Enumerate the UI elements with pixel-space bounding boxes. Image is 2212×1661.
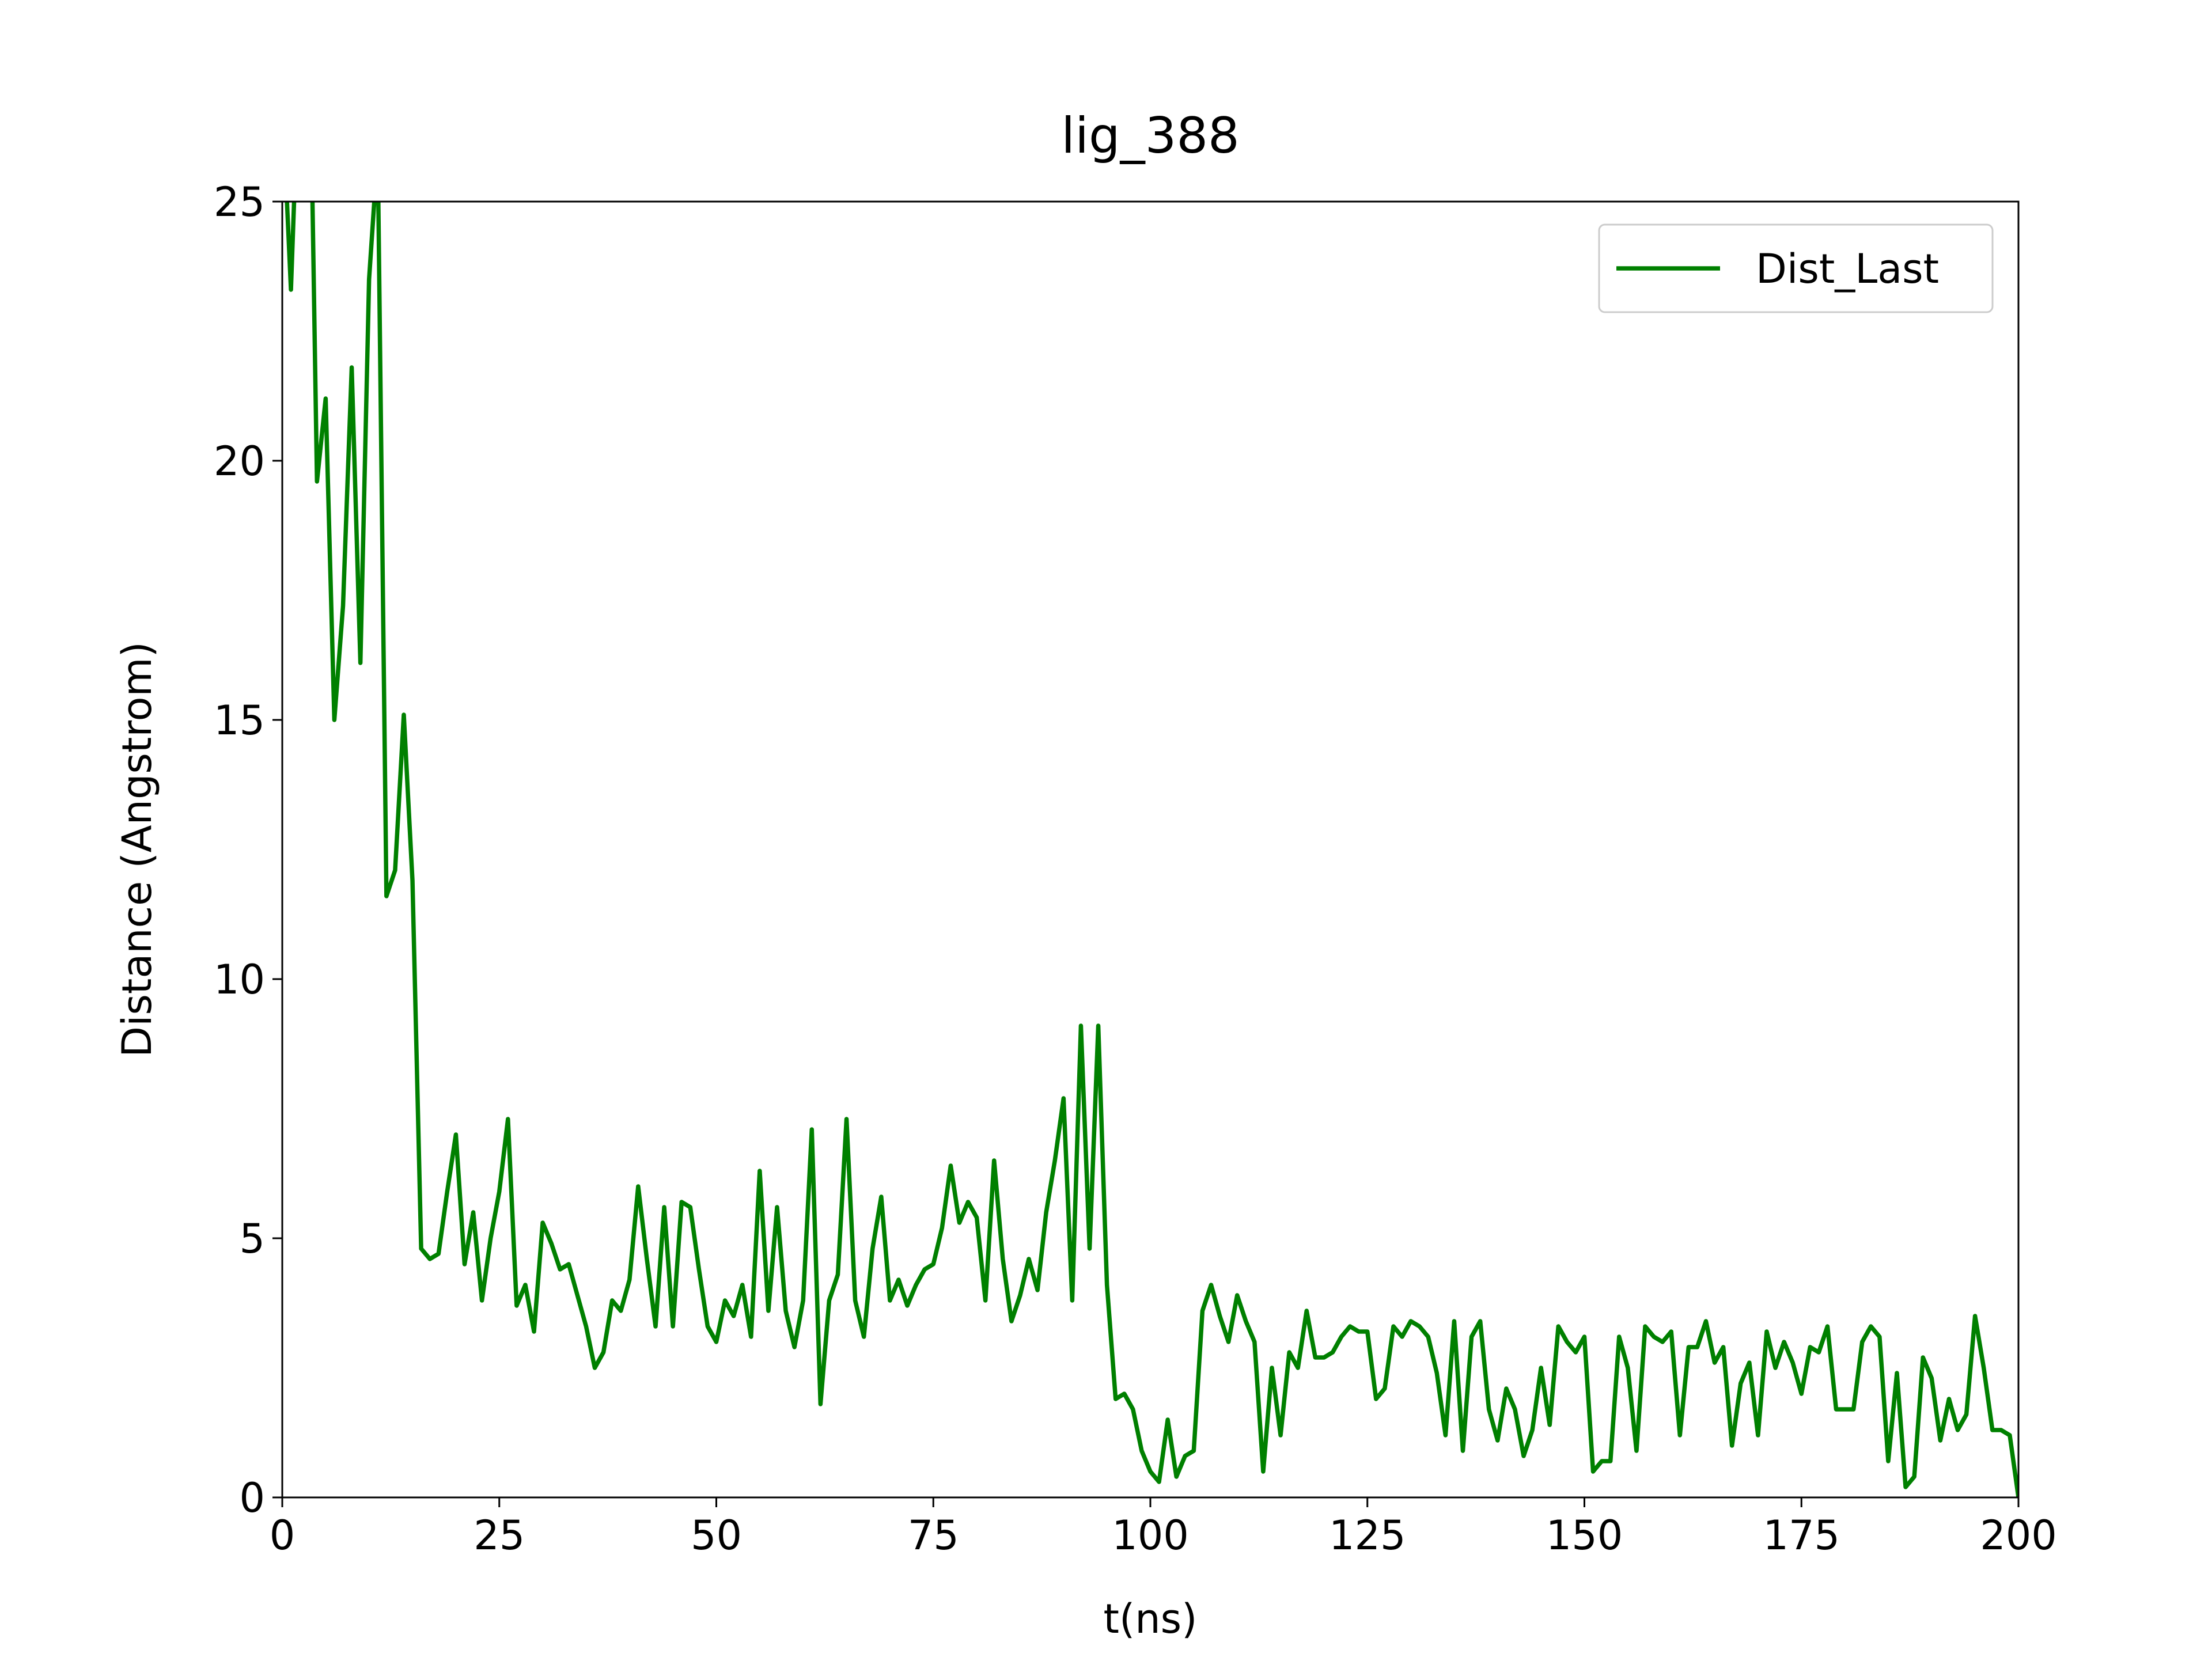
data-line xyxy=(285,202,2018,1497)
x-tick-label: 75 xyxy=(908,1512,959,1559)
x-tick-label: 150 xyxy=(1546,1512,1623,1559)
y-tick-label: 5 xyxy=(239,1215,265,1262)
legend-label: Dist_Last xyxy=(1756,245,1939,293)
chart-title: lig_388 xyxy=(1061,107,1240,165)
y-tick-label: 10 xyxy=(214,956,265,1003)
x-tick-label: 50 xyxy=(691,1512,742,1559)
x-tick-label: 125 xyxy=(1329,1512,1406,1559)
y-axis-label: Distance (Angstrom) xyxy=(113,642,161,1057)
y-tick-label: 20 xyxy=(214,438,265,485)
y-tick-label: 15 xyxy=(214,697,265,744)
x-tick-label: 25 xyxy=(474,1512,525,1559)
legend-box xyxy=(1598,223,1994,313)
plot-area xyxy=(285,202,2018,1497)
x-axis-label: t(ns) xyxy=(1104,1595,1198,1643)
x-tick-label: 200 xyxy=(1980,1512,2057,1559)
x-tick-label: 175 xyxy=(1763,1512,1840,1559)
axes-frame xyxy=(281,200,2020,1499)
x-tick-label: 0 xyxy=(270,1512,296,1559)
y-tick-label: 25 xyxy=(214,179,265,226)
y-tick-label: 0 xyxy=(239,1474,265,1522)
x-tick-label: 100 xyxy=(1112,1512,1189,1559)
